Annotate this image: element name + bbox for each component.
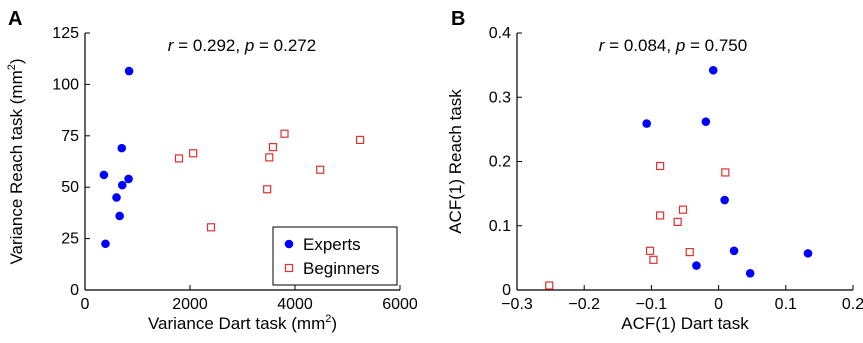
data-point-experts <box>124 174 133 184</box>
legend-marker-experts <box>284 239 294 249</box>
data-point-experts <box>117 143 127 153</box>
y-tick-label: 0.1 <box>489 218 511 235</box>
data-point-experts <box>720 195 729 205</box>
series-experts <box>99 66 134 249</box>
data-point-beginners <box>206 223 216 232</box>
panel-b: B −0.3 −0.2 −0.1 0 0.1 0.2 0 0.1 0.2 0.3 0.4 ACF(1) … <box>446 8 863 333</box>
data-point-beginners <box>174 154 184 163</box>
data-point-experts <box>729 246 739 256</box>
data-point-beginners <box>656 161 665 171</box>
data-point-beginners <box>678 205 688 214</box>
x-tick-label: 6000 <box>382 296 418 313</box>
data-point-beginners <box>685 247 694 257</box>
data-point-beginners <box>673 217 682 226</box>
data-point-beginners <box>263 185 272 194</box>
x-tick-label: 0.2 <box>842 296 863 313</box>
data-point-experts <box>124 66 134 76</box>
data-point-beginners <box>268 143 278 152</box>
x-tick-label: 0 <box>81 296 90 313</box>
data-point-experts <box>745 268 755 278</box>
data-point-experts <box>115 211 124 221</box>
legend-box <box>272 226 398 286</box>
x-axis-label: Variance Dart task (mm2) <box>148 313 337 333</box>
data-point-experts <box>99 170 109 180</box>
data-point-experts <box>117 180 127 190</box>
x-tick-label: 2000 <box>172 296 208 313</box>
series-beginners <box>174 129 365 232</box>
x-tick-label: 0.1 <box>775 296 797 313</box>
y-tick-label: 0.3 <box>489 89 511 106</box>
data-point-experts <box>803 249 813 258</box>
y-tick-label: 125 <box>52 25 79 42</box>
data-point-beginners <box>545 281 554 290</box>
data-point-beginners <box>656 211 665 220</box>
x-tick-label: −0.1 <box>636 296 668 313</box>
y-axis-label: ACF(1) Reach task <box>446 89 465 234</box>
data-point-beginners <box>265 153 274 162</box>
x-tick-label: 0 <box>714 296 723 313</box>
panel-letter: B <box>451 8 465 30</box>
data-point-experts <box>642 119 651 128</box>
x-tick-label: −0.2 <box>568 296 600 313</box>
panel-a: A 0 2000 4000 6000 0 25 50 75 100 125 Variance Dart… <box>6 8 418 333</box>
x-axis-label: ACF(1) Dart task <box>621 314 749 333</box>
data-point-experts <box>701 117 711 126</box>
y-tick-label: 0.4 <box>489 25 511 42</box>
y-tick-label: 75 <box>61 128 79 145</box>
series-beginners <box>545 161 730 290</box>
data-point-beginners <box>189 149 198 158</box>
data-point-experts <box>708 65 718 75</box>
y-axis-label: Variance Reach task (mm2) <box>6 58 26 264</box>
correlation-annotation: r = 0.084, p = 0.750 <box>599 36 747 55</box>
y-tick-label: 0 <box>502 282 511 299</box>
data-point-experts <box>101 239 110 249</box>
data-point-beginners <box>316 165 325 174</box>
correlation-annotation: r = 0.292, p = 0.272 <box>168 36 316 55</box>
legend-label-experts: Experts <box>303 235 361 254</box>
x-tick-label: 4000 <box>277 296 313 313</box>
data-point-experts <box>112 193 121 202</box>
panel-letter: A <box>8 8 22 30</box>
y-tick-label: 0 <box>70 282 79 299</box>
x-tick-label: −0.3 <box>501 296 533 313</box>
legend-label-beginners: Beginners <box>303 259 380 278</box>
data-point-beginners <box>280 129 289 138</box>
legend: Experts Beginners <box>272 226 398 286</box>
data-point-beginners <box>649 255 658 264</box>
data-point-beginners <box>645 246 655 255</box>
y-tick-label: 25 <box>61 231 79 248</box>
legend-marker-beginners <box>284 263 294 273</box>
y-tick-label: 50 <box>61 179 79 196</box>
series-experts <box>642 65 813 278</box>
y-tick-label: 0.2 <box>489 154 511 171</box>
data-point-experts <box>692 261 701 270</box>
data-point-beginners <box>356 135 365 145</box>
data-point-beginners <box>721 168 730 177</box>
y-tick-label: 100 <box>52 76 79 93</box>
